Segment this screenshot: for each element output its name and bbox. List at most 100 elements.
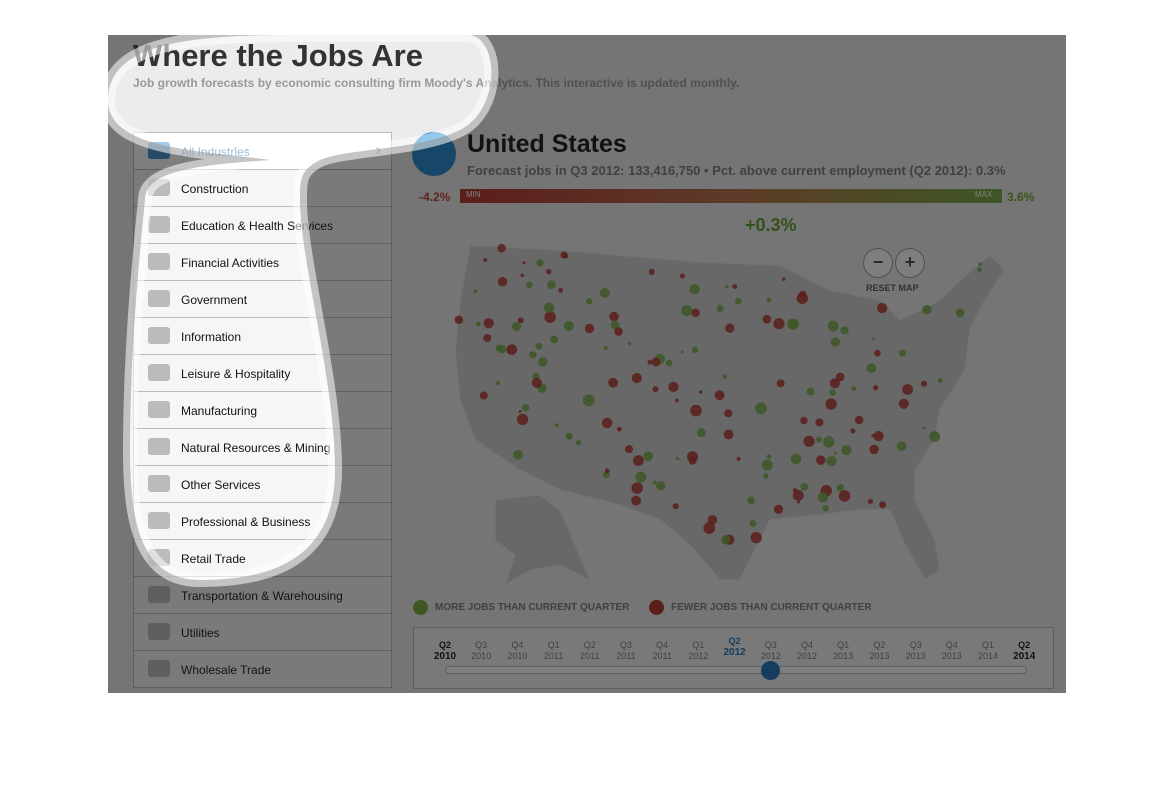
city-dot[interactable] <box>603 346 608 351</box>
city-dot[interactable] <box>815 418 824 427</box>
city-dot[interactable] <box>608 377 619 388</box>
city-dot[interactable] <box>680 350 684 354</box>
city-dot[interactable] <box>652 386 659 393</box>
city-dot[interactable] <box>691 346 699 354</box>
city-dot[interactable] <box>714 390 725 401</box>
city-dot[interactable] <box>736 456 741 461</box>
city-dot[interactable] <box>955 308 965 318</box>
city-dot[interactable] <box>922 426 926 430</box>
city-dot[interactable] <box>698 390 703 394</box>
city-dot[interactable] <box>599 288 610 298</box>
city-dot[interactable] <box>497 244 506 253</box>
city-dot[interactable] <box>781 277 786 281</box>
timeline-quarter[interactable]: Q4 2010 <box>499 640 535 662</box>
city-dot[interactable] <box>792 488 798 493</box>
city-dot[interactable] <box>563 320 574 332</box>
city-dot[interactable] <box>806 388 811 393</box>
city-dot[interactable] <box>675 456 680 461</box>
city-dot[interactable] <box>517 317 524 324</box>
city-dot[interactable] <box>754 402 767 415</box>
city-dot[interactable] <box>558 288 564 293</box>
city-dot[interactable] <box>520 273 524 278</box>
city-dot[interactable] <box>763 473 769 479</box>
city-dot[interactable] <box>876 302 888 314</box>
city-dot[interactable] <box>631 373 642 384</box>
city-dot[interactable] <box>476 321 481 327</box>
city-dot[interactable] <box>696 428 706 438</box>
city-dot[interactable] <box>531 377 542 388</box>
city-dot[interactable] <box>722 374 727 379</box>
city-dot[interactable] <box>830 337 840 347</box>
city-dot[interactable] <box>543 302 555 313</box>
city-dot[interactable] <box>823 436 835 448</box>
city-dot[interactable] <box>841 445 852 456</box>
city-dot[interactable] <box>454 315 464 325</box>
city-dot[interactable] <box>716 305 724 313</box>
city-dot[interactable] <box>526 281 533 289</box>
city-dot[interactable] <box>896 441 907 452</box>
city-dot[interactable] <box>725 323 735 333</box>
city-dot[interactable] <box>691 308 700 318</box>
city-dot[interactable] <box>689 283 700 295</box>
city-dot[interactable] <box>582 394 595 407</box>
city-dot[interactable] <box>850 428 856 434</box>
city-dot[interactable] <box>790 453 802 465</box>
city-dot[interactable] <box>576 439 582 446</box>
timeline-quarter[interactable]: Q4 2012 <box>789 640 825 662</box>
city-dot[interactable] <box>521 403 530 412</box>
city-dot[interactable] <box>817 492 829 503</box>
city-dot[interactable] <box>766 454 772 459</box>
city-dot[interactable] <box>761 459 773 471</box>
city-dot[interactable] <box>920 380 928 387</box>
city-dot[interactable] <box>495 381 500 386</box>
city-dot[interactable] <box>834 451 838 455</box>
city-dot[interactable] <box>773 318 785 330</box>
city-dot[interactable] <box>732 284 738 289</box>
city-dot[interactable] <box>616 426 622 432</box>
city-dot[interactable] <box>734 297 742 305</box>
city-dot[interactable] <box>687 451 699 463</box>
timeline-quarter[interactable]: Q3 2013 <box>898 640 934 662</box>
city-dot[interactable] <box>529 351 537 359</box>
city-dot[interactable] <box>544 311 556 323</box>
city-dot[interactable] <box>668 381 679 393</box>
timeline-quarter[interactable]: Q1 2011 <box>536 640 572 662</box>
city-dot[interactable] <box>516 413 529 426</box>
city-dot[interactable] <box>624 445 634 454</box>
city-dot[interactable] <box>796 292 808 305</box>
city-dot[interactable] <box>563 253 569 259</box>
city-dot[interactable] <box>614 327 623 336</box>
city-dot[interactable] <box>681 305 693 317</box>
city-dot[interactable] <box>789 318 800 329</box>
city-dot[interactable] <box>762 314 772 324</box>
city-dot[interactable] <box>518 409 522 413</box>
city-dot[interactable] <box>803 435 815 447</box>
city-dot[interactable] <box>800 416 808 425</box>
city-dot[interactable] <box>827 320 839 332</box>
city-dot[interactable] <box>522 261 526 265</box>
timeline-quarter[interactable]: Q1 2012 <box>680 640 716 662</box>
city-dot[interactable] <box>800 482 809 491</box>
city-dot[interactable] <box>565 432 573 440</box>
city-dot[interactable] <box>815 436 823 443</box>
city-dot[interactable] <box>513 449 523 460</box>
timeline-quarter[interactable]: Q3 2012 <box>753 640 789 662</box>
city-dot[interactable] <box>495 344 502 352</box>
city-dot[interactable] <box>483 333 492 343</box>
city-dot[interactable] <box>665 359 673 367</box>
city-dot[interactable] <box>898 398 909 409</box>
city-dot[interactable] <box>511 321 521 331</box>
city-dot[interactable] <box>632 455 644 466</box>
city-dot[interactable] <box>506 344 518 355</box>
city-dot[interactable] <box>547 280 556 290</box>
city-dot[interactable] <box>703 522 716 534</box>
city-dot[interactable] <box>796 500 801 504</box>
timeline-quarter[interactable]: Q4 2011 <box>644 640 680 662</box>
zoom-in[interactable]: + <box>895 248 925 278</box>
city-dot[interactable] <box>672 503 679 510</box>
timeline-knob[interactable] <box>761 661 780 680</box>
city-dot[interactable] <box>879 501 887 509</box>
city-dot[interactable] <box>872 337 876 341</box>
city-dot[interactable] <box>536 259 544 267</box>
city-dot[interactable] <box>679 273 685 279</box>
